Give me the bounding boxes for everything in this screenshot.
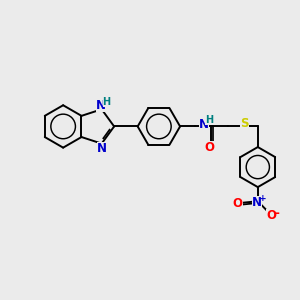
Text: -: - — [274, 207, 279, 220]
Text: +: + — [259, 194, 266, 203]
Text: O: O — [266, 209, 276, 222]
Text: O: O — [233, 197, 243, 210]
Text: O: O — [204, 141, 214, 154]
Text: H: H — [205, 115, 213, 125]
Text: N: N — [252, 196, 262, 209]
Text: H: H — [103, 97, 111, 107]
Text: S: S — [240, 117, 249, 130]
Text: N: N — [199, 118, 209, 130]
Text: N: N — [96, 99, 106, 112]
Text: N: N — [97, 142, 107, 154]
